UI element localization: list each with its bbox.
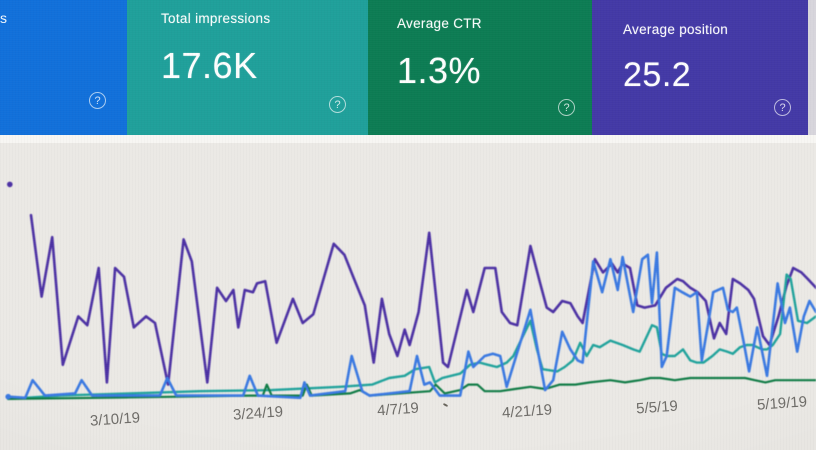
help-icon[interactable]: ? (558, 99, 575, 116)
green-series (7, 376, 816, 400)
x-axis-label: 3/24/19 (232, 403, 284, 424)
blue-series (6, 251, 816, 400)
position-label: Average position (623, 22, 729, 37)
ctr-label: Average CTR (397, 16, 482, 31)
help-icon[interactable]: ? (774, 99, 791, 116)
clicks-label-fragment: s (0, 10, 7, 26)
screen-right-edge (808, 0, 816, 135)
position-value: 25.2 (623, 56, 692, 94)
impressions-label: Total impressions (161, 11, 271, 26)
x-axis-label: 4/21/19 (501, 401, 553, 422)
blue-series-marker-dot (5, 393, 11, 400)
x-axis-label: 4/7/19 (376, 399, 420, 420)
chart-canvas (5, 181, 816, 401)
x-axis-label: 3/10/19 (89, 409, 141, 430)
performance-chart[interactable]: 3/10/19 3/24/19 4/7/19 4/21/19 5/5/19 5/19/19 (0, 143, 816, 450)
metric-cards-row: s ? Total impressions 17.6K ? Average CT… (0, 0, 816, 135)
x-axis-label: 5/5/19 (635, 397, 679, 418)
metric-card-clicks[interactable]: s ? (0, 0, 127, 135)
metric-card-impressions[interactable]: Total impressions 17.6K ? (127, 0, 368, 135)
metric-card-position[interactable]: Average position 25.2 ? (592, 0, 808, 135)
x-axis-label: 5/19/19 (756, 393, 808, 414)
ctr-value: 1.3% (397, 50, 482, 91)
help-icon[interactable]: ? (89, 92, 106, 109)
cards-bottom-strip (0, 135, 816, 143)
purple-series-marker-dot (7, 181, 13, 188)
help-icon[interactable]: ? (329, 96, 346, 113)
metric-card-ctr[interactable]: Average CTR 1.3% ? (368, 0, 592, 135)
impressions-value: 17.6K (161, 45, 258, 86)
